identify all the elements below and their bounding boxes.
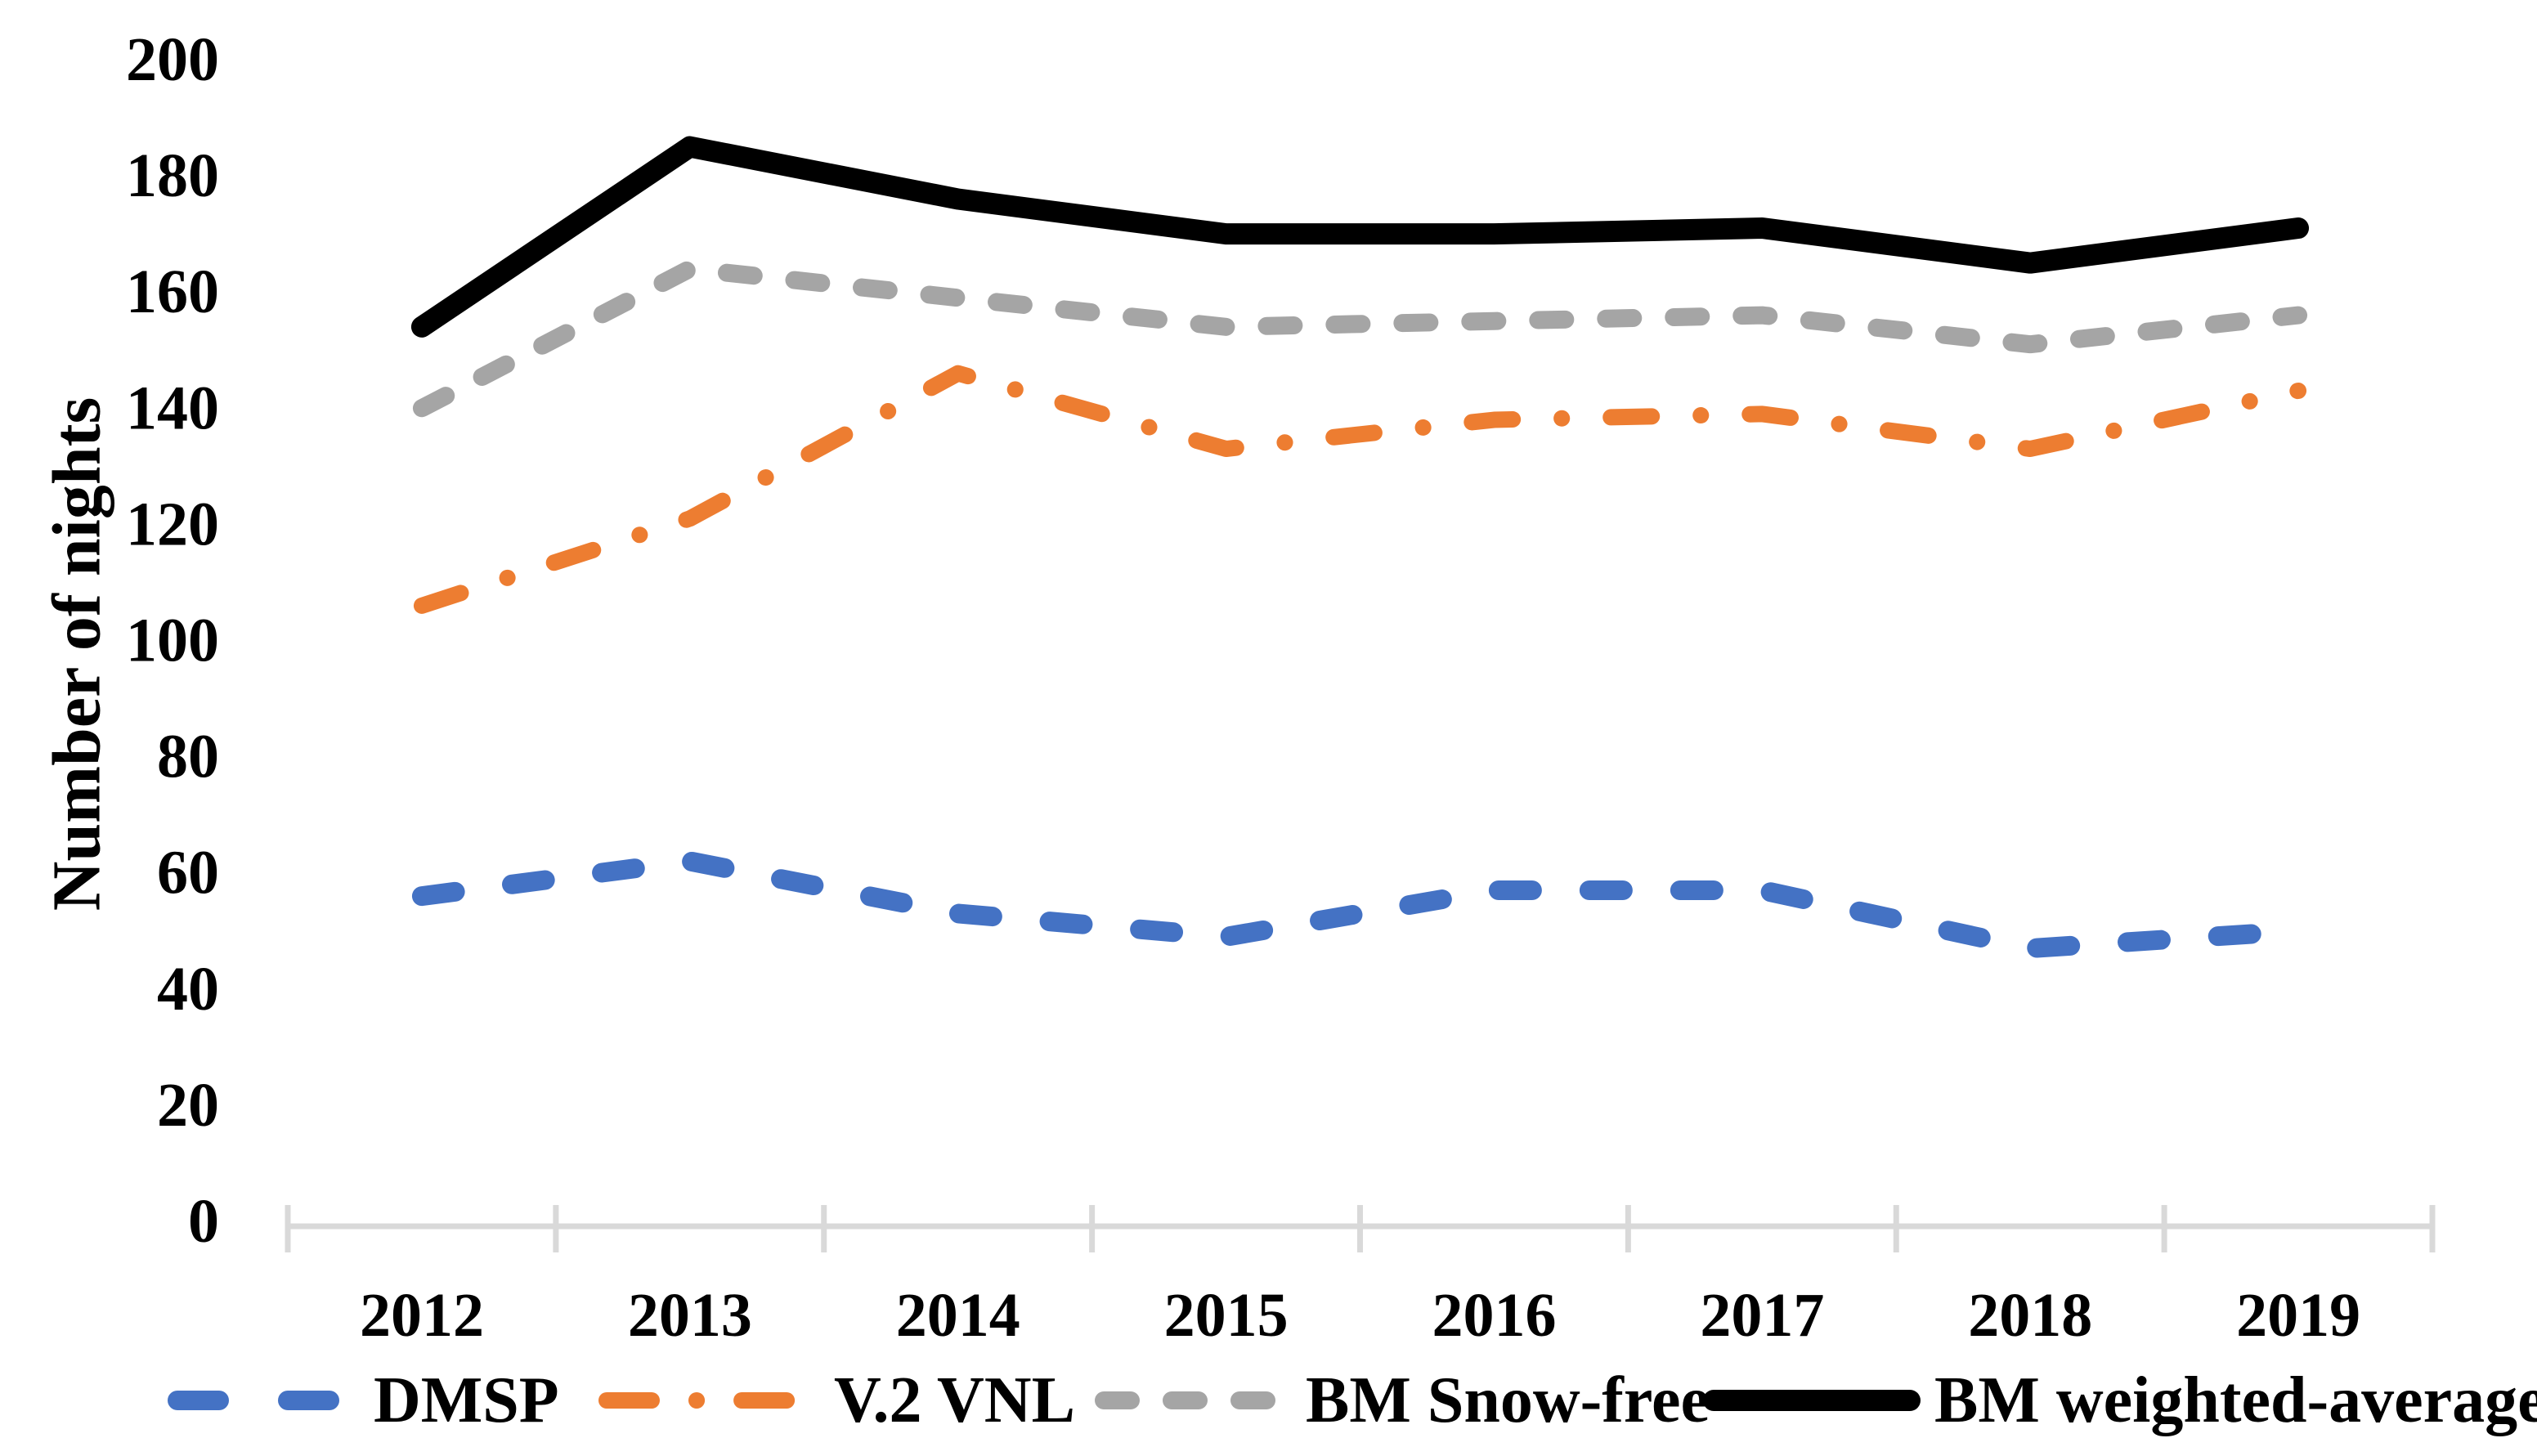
- y-axis-tick-label: 0: [188, 1187, 219, 1256]
- series-line-dmsp: [411, 851, 2309, 959]
- y-axis-tick-label: 80: [157, 723, 219, 791]
- x-axis-tick-label: 2017: [1700, 1281, 1824, 1350]
- legend-label: V.2 VNL: [834, 1364, 1075, 1436]
- y-axis-tick-label: 180: [126, 141, 219, 210]
- legend-item: BM Snow-free: [1095, 1364, 1710, 1436]
- y-axis-tick-label: 60: [157, 839, 219, 907]
- x-axis-tick-label: 2016: [1432, 1281, 1556, 1350]
- series-line-bm-weighted-average: [410, 136, 2310, 338]
- legend-label: DMSP: [374, 1364, 559, 1436]
- x-axis-tick-label: 2018: [1968, 1281, 2092, 1350]
- y-axis-tick-label: 140: [126, 374, 219, 442]
- y-axis-tick-label: 160: [126, 258, 219, 326]
- y-axis-tick-label: 40: [157, 955, 219, 1024]
- y-axis-title: Number of nights: [39, 397, 115, 912]
- series-line-v-2-vnl: [413, 365, 2307, 614]
- legend-label: BM Snow-free: [1306, 1364, 1710, 1436]
- x-axis-tick-label: 2014: [896, 1281, 1020, 1350]
- legend-label: BM weighted-average: [1934, 1364, 2537, 1436]
- series-line-bm-snow-free: [412, 259, 2308, 418]
- x-axis-tick-label: 2015: [1164, 1281, 1289, 1350]
- y-axis-tick-label: 100: [126, 607, 219, 675]
- x-axis-tick-label: 2013: [628, 1281, 752, 1350]
- legend-item: DMSP: [168, 1364, 559, 1436]
- y-axis-tick-label: 120: [126, 490, 219, 558]
- y-axis-tick-label: 200: [126, 25, 219, 94]
- legend-item: V.2 VNL: [598, 1364, 1075, 1436]
- x-axis-tick-label: 2012: [360, 1281, 484, 1350]
- x-axis-tick-label: 2019: [2236, 1281, 2360, 1350]
- legend-item: BM weighted-average: [1703, 1364, 2537, 1436]
- y-axis-tick-label: 20: [157, 1071, 219, 1140]
